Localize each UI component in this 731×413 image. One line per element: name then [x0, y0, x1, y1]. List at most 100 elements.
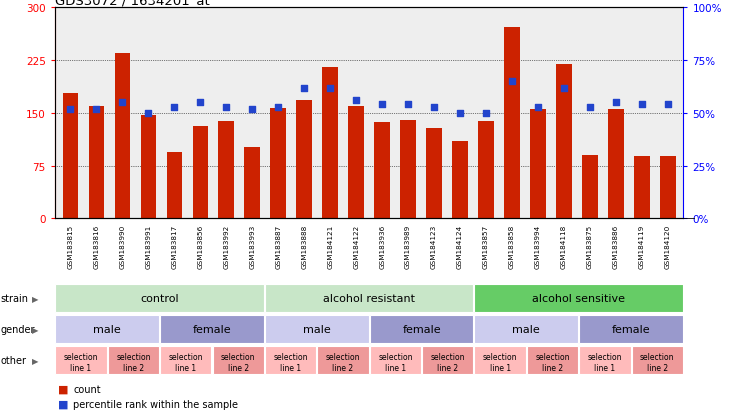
- Bar: [322, 68, 338, 219]
- Text: GSM183992: GSM183992: [223, 224, 230, 268]
- Bar: [452, 142, 468, 219]
- Bar: [504, 28, 520, 219]
- Text: percentile rank within the sample: percentile rank within the sample: [73, 399, 238, 409]
- Text: female: female: [402, 324, 441, 335]
- Text: ▶: ▶: [32, 325, 39, 334]
- Bar: [527, 347, 578, 374]
- Point: [402, 102, 414, 109]
- Text: strain: strain: [1, 293, 29, 304]
- Bar: [632, 347, 683, 374]
- Bar: [160, 316, 264, 343]
- Text: line 1: line 1: [175, 363, 197, 373]
- Text: other: other: [1, 355, 27, 366]
- Text: ■: ■: [58, 399, 69, 409]
- Bar: [478, 122, 494, 219]
- Bar: [244, 147, 260, 219]
- Text: female: female: [612, 324, 651, 335]
- Point: [454, 110, 466, 117]
- Bar: [265, 316, 368, 343]
- Text: GSM184121: GSM184121: [327, 224, 333, 268]
- Text: selection: selection: [588, 352, 622, 361]
- Bar: [213, 347, 264, 374]
- Text: line 2: line 2: [123, 363, 144, 373]
- Bar: [374, 123, 390, 219]
- Text: male: male: [512, 324, 540, 335]
- Text: line 1: line 1: [594, 363, 616, 373]
- Bar: [579, 316, 683, 343]
- Point: [298, 85, 310, 92]
- Bar: [167, 152, 182, 219]
- Text: GSM183887: GSM183887: [276, 224, 281, 268]
- Bar: [56, 347, 107, 374]
- Text: selection: selection: [116, 352, 151, 361]
- Bar: [370, 316, 474, 343]
- Text: ▶: ▶: [32, 356, 39, 365]
- Text: GSM184120: GSM184120: [665, 224, 671, 268]
- Point: [480, 110, 492, 117]
- Text: control: control: [140, 293, 179, 304]
- Point: [428, 104, 440, 111]
- Point: [558, 85, 570, 92]
- Bar: [140, 116, 156, 219]
- Bar: [270, 109, 286, 219]
- Bar: [634, 157, 650, 219]
- Point: [506, 79, 518, 85]
- Bar: [426, 129, 442, 219]
- Text: line 1: line 1: [70, 363, 91, 373]
- Bar: [56, 316, 159, 343]
- Bar: [107, 347, 159, 374]
- Text: selection: selection: [221, 352, 255, 361]
- Text: selection: selection: [169, 352, 203, 361]
- Bar: [88, 107, 105, 219]
- Bar: [115, 54, 130, 219]
- Text: GSM183936: GSM183936: [379, 224, 385, 268]
- Text: GSM184123: GSM184123: [431, 224, 437, 268]
- Bar: [317, 347, 368, 374]
- Text: ■: ■: [58, 384, 69, 394]
- Text: alcohol resistant: alcohol resistant: [323, 293, 415, 304]
- Text: GSM183815: GSM183815: [67, 224, 73, 268]
- Point: [610, 100, 622, 107]
- Bar: [63, 94, 78, 219]
- Point: [636, 102, 648, 109]
- Point: [584, 104, 596, 111]
- Text: GSM183817: GSM183817: [171, 224, 178, 268]
- Point: [64, 106, 76, 113]
- Bar: [608, 110, 624, 219]
- Bar: [192, 126, 208, 219]
- Text: alcohol sensitive: alcohol sensitive: [532, 293, 625, 304]
- Bar: [474, 347, 526, 374]
- Text: GSM183991: GSM183991: [145, 224, 151, 268]
- Bar: [349, 107, 364, 219]
- Text: GSM183875: GSM183875: [587, 224, 593, 268]
- Text: male: male: [94, 324, 121, 335]
- Text: GSM183856: GSM183856: [197, 224, 203, 268]
- Text: GSM183993: GSM183993: [249, 224, 255, 268]
- Text: GSM184119: GSM184119: [639, 224, 645, 268]
- Text: GSM184124: GSM184124: [457, 224, 463, 268]
- Point: [194, 100, 206, 107]
- Point: [273, 104, 284, 111]
- Bar: [401, 121, 416, 219]
- Text: GSM183886: GSM183886: [613, 224, 619, 268]
- Bar: [474, 316, 578, 343]
- Text: line 2: line 2: [227, 363, 249, 373]
- Text: line 1: line 1: [385, 363, 406, 373]
- Text: GSM183858: GSM183858: [509, 224, 515, 268]
- Bar: [474, 285, 683, 312]
- Text: line 2: line 2: [437, 363, 458, 373]
- Text: line 2: line 2: [333, 363, 354, 373]
- Bar: [556, 64, 572, 219]
- Point: [350, 97, 362, 104]
- Bar: [56, 285, 264, 312]
- Bar: [582, 156, 598, 219]
- Text: selection: selection: [64, 352, 98, 361]
- Text: GSM183816: GSM183816: [94, 224, 99, 268]
- Text: selection: selection: [483, 352, 518, 361]
- Bar: [660, 157, 675, 219]
- Text: count: count: [73, 384, 101, 394]
- Text: selection: selection: [378, 352, 412, 361]
- Point: [662, 102, 674, 109]
- Text: GSM183990: GSM183990: [119, 224, 126, 268]
- Text: gender: gender: [1, 324, 35, 335]
